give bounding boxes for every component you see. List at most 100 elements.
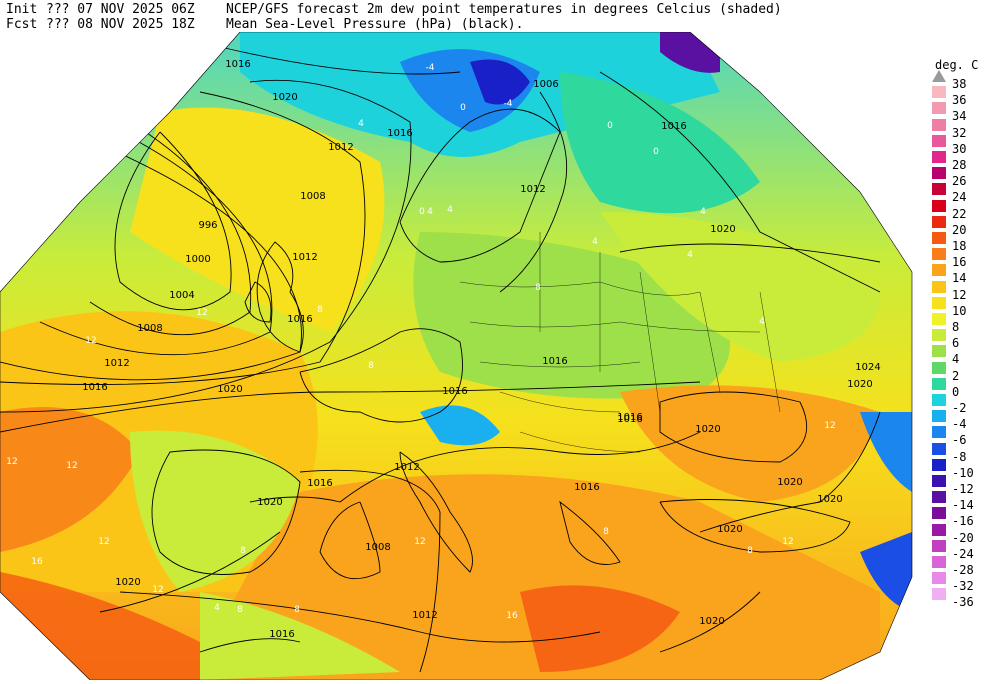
dewpoint-contour-label: 4 [214,603,220,613]
legend-swatch [932,151,946,163]
coast-iberia [151,449,301,575]
legend-label: -16 [952,514,974,529]
dewpoint-contour-label: 12 [98,537,109,547]
legend-swatch [932,475,946,487]
isobar-label: 996 [198,220,217,231]
isobar-label: 1016 [661,121,686,132]
russia-shade-0 [560,72,760,214]
legend-swatch [932,572,946,585]
isobar-1020-mid [0,381,701,433]
border-line-4 [499,391,621,413]
shaded-field [0,32,912,680]
dewpoint-contour-label: 8 [317,305,323,315]
legend-swatch [932,329,946,342]
dewpoint-map: 1016 1020 1016 1012 1008 996 1000 1004 1008 1012 1… [0,31,913,681]
isobar-1020-east [699,411,881,533]
isobar-1020-iberia [99,531,281,613]
coast-ireland [244,281,272,323]
isobar-label: 1016 [617,412,642,423]
coastlines [119,108,851,643]
legend-swatch [932,539,946,552]
map-domain-outline [0,31,913,681]
border-line-10 [759,291,781,413]
legend-swatch [932,232,946,244]
isobar-label: 1020 [695,424,720,435]
init-label: Init [6,2,38,17]
dewpoint-contour-label: 4 [427,207,433,217]
north-atlantic-shade-10 [130,107,385,332]
isobar-label: 1008 [137,323,162,334]
legend-label: 0 [952,384,960,399]
isobar-label: 1000 [185,254,210,265]
dewpoint-contour-label: 12 [196,308,207,318]
legend-label: 36 [952,93,967,108]
legend-label: 6 [952,336,960,351]
isobar-label: 1008 [300,191,325,202]
coast-greece [559,500,621,565]
isobar-label: 1016 [269,629,294,640]
legend-label: -6 [952,433,967,448]
forecast-time: ??? 08 NOV 2025 18Z [46,17,195,32]
isobar-label: 1012 [104,358,129,369]
border-line-8 [639,271,661,413]
east-europe-shade-6 [600,212,880,362]
isobar-label: 1016 [574,482,599,493]
dewpoint-contour-label: 0 [607,121,613,131]
dewpoint-contour-label: 4 [592,237,598,247]
isobar-label: 1020 [272,92,297,103]
dewpoint-contour-label: -4 [504,99,513,109]
legend-title: deg. C [935,58,979,72]
header-line-1: Init ??? 07 NOV 2025 06Z NCEP/GFS forecast… [6,2,782,17]
isobar-label-layer: 1016 1020 1016 1012 1008 996 1000 1004 1008 1012 1… [82,59,880,640]
isobar-1020-russia [619,243,881,263]
coast-italy [399,451,473,573]
legend-label: 34 [952,109,967,124]
legend-label: 22 [952,206,967,221]
dewpoint-contour-label: 12 [824,421,835,431]
isobar-label: 1020 [710,224,735,235]
isobar-1016-africa [199,638,301,653]
legend-swatch [932,377,946,390]
dewpoint-contour-label: 8 [747,546,753,556]
isobar-label: 1012 [292,252,317,263]
map-subtitle: Mean Sea-Level Pressure (hPa) (black). [226,17,524,32]
isobar-label: 1016 [82,382,107,393]
dewpoint-contour-label: 0 [653,147,659,157]
legend-label: 8 [952,320,960,334]
isobar-label: 1016 [307,478,332,489]
middle-east-shade-minus8 [860,532,912,612]
legend-swatch [932,102,946,115]
legend-label: 4 [952,352,960,367]
map-panel: 1016 1020 1016 1012 1008 996 1000 1004 1008 1012 1… [0,31,915,681]
border-line-5 [519,431,641,453]
dewpoint-contour-label: 8 [368,361,374,371]
legend-swatch [932,410,946,423]
isobar-label: 1020 [115,577,140,588]
dewpoint-contour-label: 8 [237,605,243,615]
isobar-label: 1012 [328,142,353,153]
legend-label: -8 [952,449,967,464]
legend-swatch [932,491,946,504]
legend-swatch [932,280,946,293]
isobar-label: 1016 [442,386,467,397]
coast-france-benelux [299,328,463,423]
isobar-label: 1004 [169,290,194,301]
legend-swatch [932,523,946,536]
isobar-1016-north [199,41,461,75]
isobar-1016-west [0,79,412,413]
dewpoint-contour-label: -4 [426,63,435,73]
scandinavia-shade-minus10 [470,59,530,105]
legend-swatch [932,588,946,601]
isobar-label: 1016 [387,128,412,139]
legend-swatch [932,264,946,277]
dewpoint-contour-label: 0 [419,207,425,217]
legend-label: 38 [952,77,967,91]
forecast-label: Fcst [6,17,38,32]
legend-label: 14 [952,271,967,286]
legend-label: -36 [952,595,974,610]
isobar-label: 1016 [542,356,567,367]
isobar-label: 1016 [617,414,642,425]
isobar-label: 1020 [717,524,742,535]
legend-label: 10 [952,303,967,318]
